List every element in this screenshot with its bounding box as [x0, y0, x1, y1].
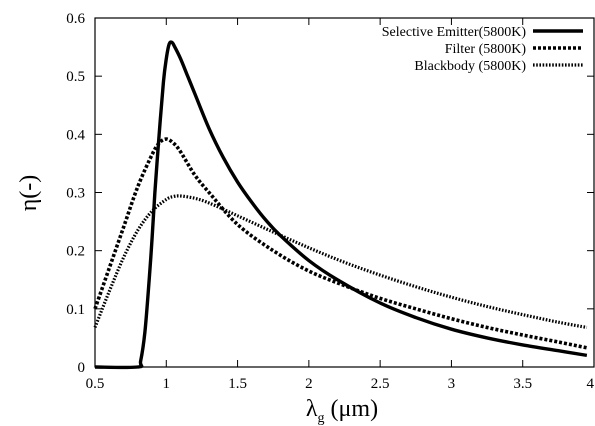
- series-line-solid: [94, 40, 588, 370]
- y-tick-label: 0.5: [66, 69, 85, 85]
- x-ticks: 0.5 1 1.5 2 2.5 3 3.5 4: [86, 18, 595, 392]
- x-tick-label: 2: [305, 376, 313, 392]
- y-tick-label: 0.6: [66, 11, 85, 27]
- legend-label: Selective Emitter(5800K): [382, 25, 527, 40]
- x-tick-label: 1.5: [228, 376, 247, 392]
- y-axis-title: η(-): [16, 175, 42, 212]
- series-layer: [93, 40, 588, 370]
- legend-label: Filter (5800K): [445, 42, 527, 57]
- y-tick-label: 0.2: [66, 244, 85, 260]
- y-tick-label: 0.3: [66, 186, 85, 202]
- y-tick-label: 0: [78, 360, 86, 376]
- legend-label: Blackbody (5800K): [414, 59, 526, 74]
- x-tick-label: 3: [448, 376, 456, 392]
- x-tick-label: 0.5: [86, 376, 105, 392]
- x-tick-label: 1: [163, 376, 171, 392]
- x-tick-label: 4: [587, 376, 595, 392]
- series-line-dotted: [93, 194, 588, 330]
- y-tick-label: 0.4: [66, 127, 85, 143]
- legend: Selective Emitter(5800K) Filter (5800K) Bl…: [382, 25, 583, 74]
- y-tick-label: 0.1: [66, 302, 85, 318]
- x-tick-label: 2.5: [371, 376, 390, 392]
- x-tick-label: 3.5: [513, 376, 532, 392]
- y-ticks: 0 0.1 0.2 0.3 0.4 0.5 0.6: [66, 11, 594, 376]
- series-line-dashed: [93, 137, 588, 350]
- x-axis-title: λg (μm): [306, 396, 378, 426]
